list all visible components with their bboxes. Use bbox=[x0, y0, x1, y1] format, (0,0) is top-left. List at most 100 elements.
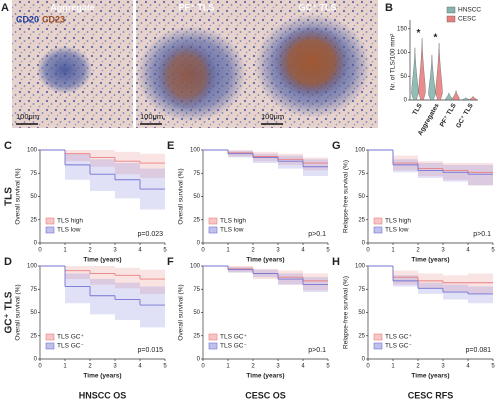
p-value: p=0.023 bbox=[138, 231, 164, 238]
y-tick-label: 100 bbox=[27, 264, 38, 270]
x-axis-label: Time (years) bbox=[246, 373, 284, 380]
x-tick-label: 1 bbox=[226, 364, 230, 370]
violin bbox=[418, 38, 426, 101]
violin bbox=[428, 54, 436, 101]
confidence-band bbox=[303, 159, 328, 177]
x-tick-label: 3 bbox=[113, 248, 117, 254]
legend-swatch bbox=[45, 226, 55, 234]
panel-letter: A bbox=[1, 2, 9, 14]
y-tick-label: 75 bbox=[358, 287, 365, 293]
legend-label: TLS low bbox=[385, 227, 409, 234]
confidence-band bbox=[228, 266, 253, 273]
legend-swatch bbox=[208, 333, 218, 341]
x-tick-label: 5 bbox=[326, 364, 330, 370]
legend-swatch bbox=[45, 217, 55, 225]
image-title: PF⁺ TLS bbox=[179, 2, 215, 12]
x-tick-label: 1 bbox=[63, 248, 67, 254]
x-tick-label: 5 bbox=[163, 248, 167, 254]
y-tick-label: 25 bbox=[358, 217, 365, 223]
y-tick-label: 100 bbox=[27, 148, 38, 154]
confidence-band bbox=[468, 286, 493, 304]
y-tick-label: 25 bbox=[193, 217, 200, 223]
x-tick-label: 3 bbox=[441, 248, 445, 254]
x-tick-label: 2 bbox=[88, 248, 92, 254]
legend-swatch bbox=[446, 6, 456, 14]
x-tick-label: 3 bbox=[441, 364, 445, 370]
confidence-band bbox=[253, 268, 278, 280]
x-tick-label: 1 bbox=[226, 248, 230, 254]
p-value: p>0.1 bbox=[308, 347, 326, 354]
x-tick-label: 1 bbox=[63, 364, 67, 370]
x-tick-label: 0 bbox=[366, 364, 370, 370]
panel-letter: D bbox=[4, 256, 12, 268]
legend-swatch bbox=[373, 333, 383, 341]
legend-swatch bbox=[373, 226, 383, 234]
x-tick-label: 2 bbox=[88, 364, 92, 370]
legend-swatch bbox=[446, 15, 456, 23]
x-tick-label: 0 bbox=[201, 364, 205, 370]
legend-label: TLS high bbox=[57, 218, 83, 225]
significance: * bbox=[417, 28, 421, 39]
y-tick-label: 100 bbox=[190, 264, 201, 270]
panel-letter: G bbox=[332, 140, 341, 152]
x-tick-label: 5 bbox=[163, 364, 167, 370]
micrograph bbox=[12, 0, 133, 128]
y-tick-label: 0 bbox=[197, 241, 201, 247]
y-axis-label: Nr. of TLS/100 mm² bbox=[390, 33, 397, 90]
confidence-band bbox=[90, 150, 115, 167]
panel-letter: B bbox=[385, 2, 393, 14]
scale-bar-label: 100μm bbox=[261, 112, 284, 121]
legend-label: TLS GC⁻ bbox=[220, 343, 247, 350]
micrograph bbox=[254, 0, 378, 128]
confidence-band bbox=[90, 266, 115, 285]
stain-label: CD23 bbox=[42, 14, 65, 24]
x-tick-label: 0 bbox=[38, 364, 42, 370]
y-axis-label: Overall survival (%) bbox=[15, 168, 22, 224]
x-tick-label: 4 bbox=[301, 248, 305, 254]
violin bbox=[435, 42, 443, 101]
y-tick-label: 25 bbox=[358, 333, 365, 339]
confidence-band bbox=[140, 286, 165, 328]
confidence-band bbox=[253, 153, 278, 164]
confidence-band bbox=[228, 150, 253, 158]
confidence-band bbox=[443, 275, 468, 293]
y-axis-label: Overall survival (%) bbox=[178, 168, 185, 224]
legend-label: TLS GC⁺ bbox=[220, 334, 247, 341]
y-tick-label: 75 bbox=[193, 287, 200, 293]
image-title: GC⁺ TLS bbox=[299, 2, 337, 12]
follicle-core bbox=[156, 42, 217, 110]
x-axis-label: Time (years) bbox=[411, 257, 449, 264]
violin bbox=[452, 90, 460, 101]
legend-label: CESC bbox=[458, 16, 476, 23]
confidence-band bbox=[468, 164, 493, 186]
legend-label: TLS GC⁺ bbox=[57, 334, 84, 341]
p-value: p=0.015 bbox=[138, 347, 164, 354]
x-tick-label: 4 bbox=[301, 364, 305, 370]
x-axis-label: Time (years) bbox=[83, 257, 121, 264]
x-tick-label: 2 bbox=[416, 364, 420, 370]
legend-swatch bbox=[45, 342, 55, 350]
x-axis-label: Time (years) bbox=[246, 257, 284, 264]
legend-label: TLS GC⁻ bbox=[57, 343, 84, 350]
y-tick-label: 0 bbox=[197, 357, 201, 363]
x-axis-label: Time (years) bbox=[83, 373, 121, 380]
y-axis-label: Relapse-free survival (%) bbox=[343, 160, 350, 233]
x-tick-label: 3 bbox=[113, 364, 117, 370]
y-tick-label: 75 bbox=[30, 287, 37, 293]
violin bbox=[462, 97, 470, 101]
p-value: p=0.081 bbox=[466, 347, 492, 354]
x-tick-label: 4 bbox=[138, 364, 142, 370]
column-label: CESC RFS bbox=[408, 390, 454, 400]
aggregate bbox=[36, 46, 93, 94]
y-tick-label: 75 bbox=[193, 171, 200, 177]
y-tick-label: 50 bbox=[30, 310, 37, 316]
y-tick-label: 50 bbox=[193, 310, 200, 316]
x-tick-label: 4 bbox=[466, 364, 470, 370]
x-tick-label: 5 bbox=[491, 248, 495, 254]
micrograph bbox=[136, 0, 257, 128]
stain-label: CD20 bbox=[16, 14, 39, 24]
y-tick-label: 25 bbox=[30, 217, 37, 223]
confidence-band bbox=[278, 270, 303, 285]
legend-label: TLS high bbox=[220, 218, 246, 225]
